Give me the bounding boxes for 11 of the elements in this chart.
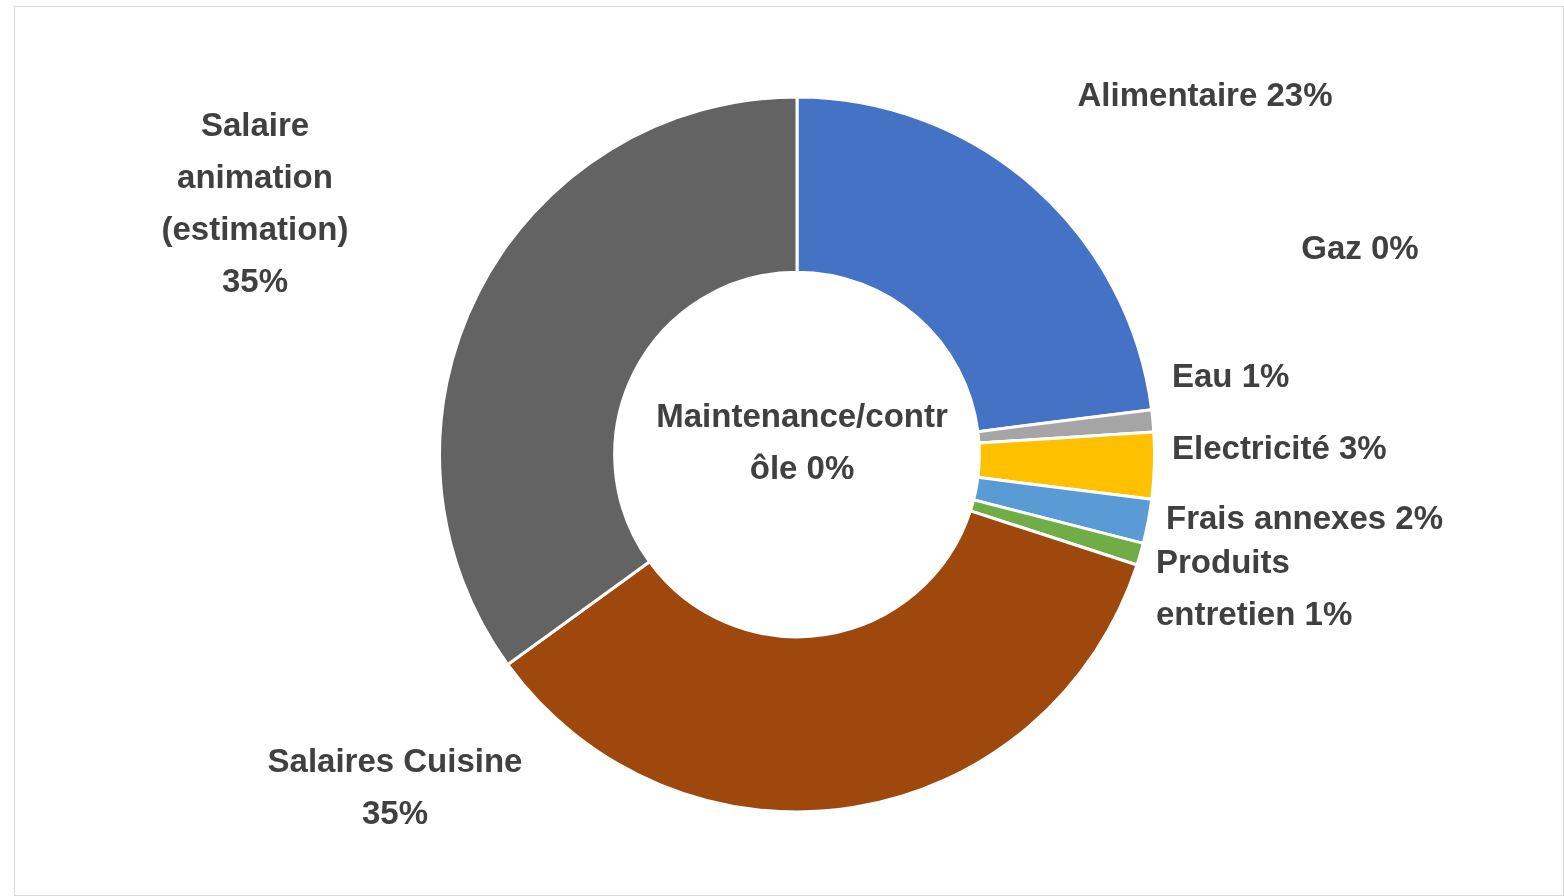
data-label: 35% <box>221 262 289 300</box>
slice-label: Salaire animation (estimation) <box>161 106 349 248</box>
slice-label: Frais annexes 2% <box>1166 499 1443 537</box>
category-label: Gaz 0% <box>1301 229 1419 267</box>
slice-label: Electricité 3% <box>1172 429 1387 467</box>
slice-label: Produits entretien 1% <box>1156 543 1353 633</box>
category-label: Maintenance/contrôle 0% <box>656 397 948 487</box>
data-label: 35% <box>361 794 429 832</box>
slice-label: Eau 1% <box>1172 357 1290 395</box>
slice-label: Alimentaire 23% <box>1077 76 1333 114</box>
slice-label: Salaires Cuisine <box>267 742 523 780</box>
